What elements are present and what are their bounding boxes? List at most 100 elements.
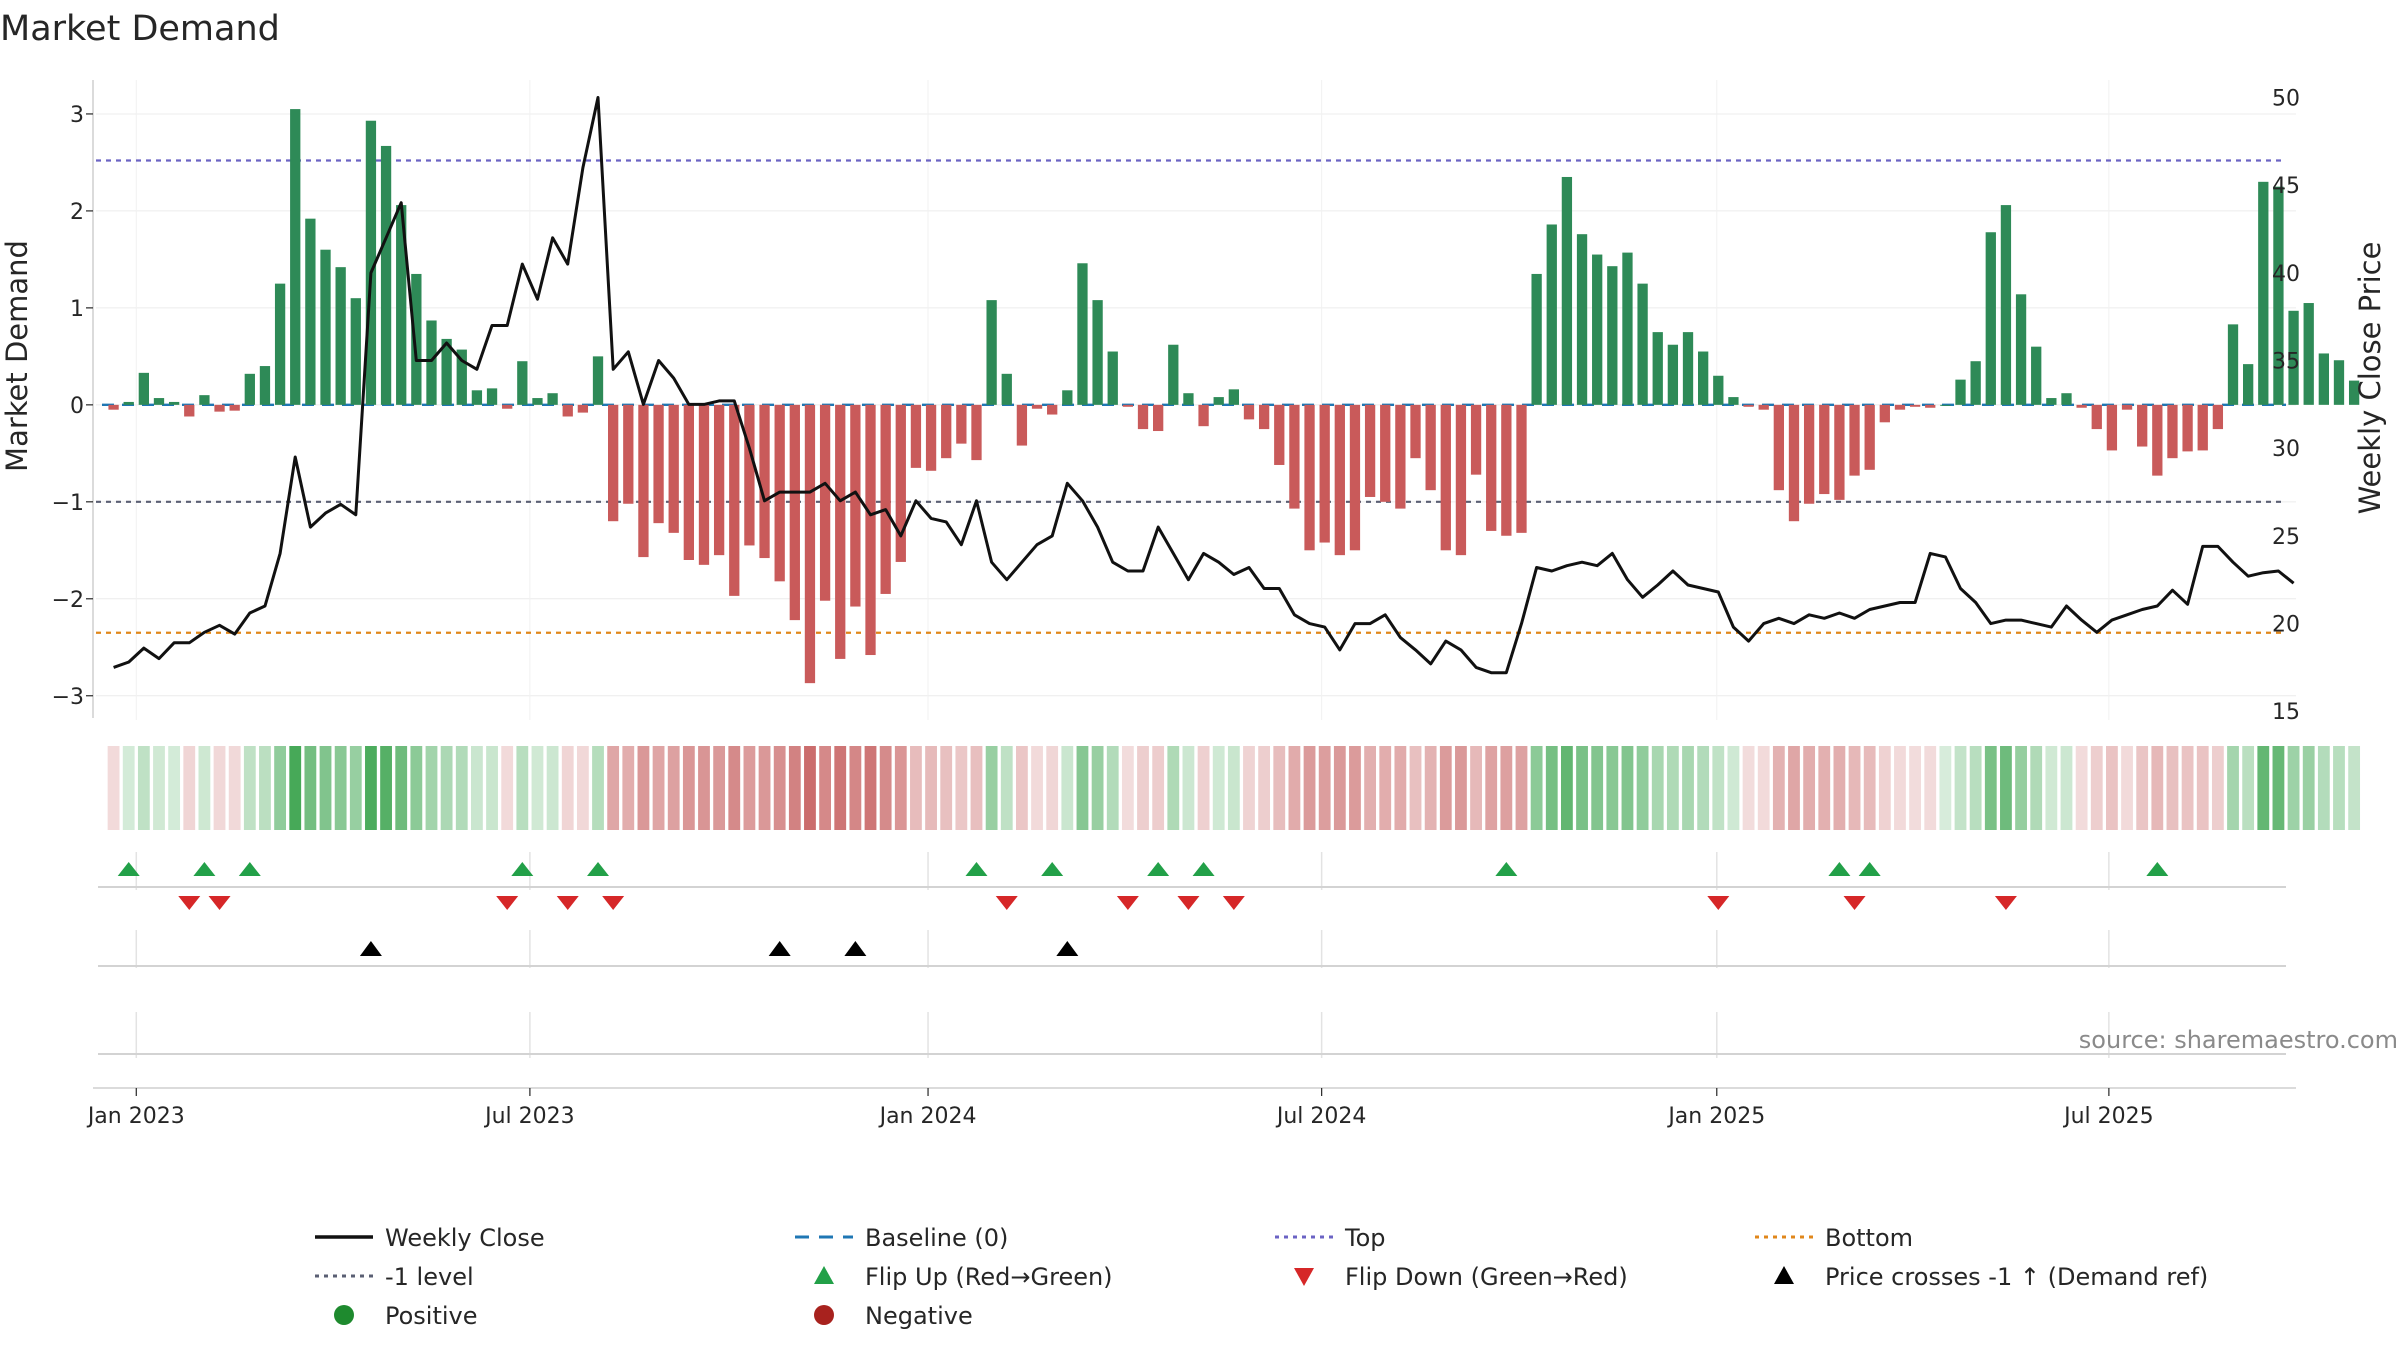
heat-cell [2166, 746, 2179, 830]
demand-bar [2243, 364, 2254, 405]
demand-bar [653, 404, 664, 524]
heat-cell [2242, 746, 2255, 830]
demand-bar [804, 404, 816, 684]
demand-bar [577, 404, 589, 413]
x-tick-label: Jan 2023 [86, 1104, 185, 1129]
chart-title: Market Demand [0, 9, 280, 49]
demand-bar [1516, 404, 1527, 533]
heat-cell [2045, 746, 2058, 830]
demand-bar [956, 404, 967, 444]
flip-up-marker [1147, 862, 1170, 876]
demand-heat-strip [107, 746, 2361, 830]
heat-cell [2227, 746, 2239, 830]
heat-cell [1742, 746, 1755, 830]
heat-cell [1954, 746, 1967, 830]
heat-cell [1167, 746, 1180, 830]
x-tick-label: Jul 2025 [2062, 1104, 2154, 1129]
heat-cell [985, 746, 998, 830]
demand-bar [1879, 404, 1890, 423]
legend-item: -1 level [315, 1263, 474, 1291]
legend-item: Flip Down (Green→Red) [1294, 1263, 1628, 1291]
legend-swatch-circle [814, 1305, 834, 1325]
legend-item: Negative [814, 1302, 973, 1330]
demand-bar [2106, 404, 2118, 451]
demand-bar [1304, 404, 1315, 551]
heat-cell [1636, 746, 1649, 830]
y2-tick-label: 35 [2272, 350, 2300, 375]
demand-bar [184, 404, 195, 417]
heat-cell [698, 746, 710, 830]
demand-bar [1001, 373, 1012, 405]
legend-item: Baseline (0) [795, 1224, 1008, 1252]
demand-bar [1576, 234, 1588, 405]
flip-markers [98, 862, 2286, 910]
demand-bar [335, 267, 346, 405]
heat-cell [1863, 746, 1876, 830]
heat-cell [1757, 746, 1770, 830]
demand-bar [426, 320, 437, 405]
heat-cell [2317, 746, 2330, 830]
heat-cell [1424, 746, 1437, 830]
legend-item: Flip Up (Red→Green) [814, 1263, 1113, 1291]
demand-bar [1728, 397, 1739, 405]
demand-bar [1077, 263, 1088, 405]
heat-cell [1288, 746, 1301, 830]
heat-cell [1031, 746, 1043, 830]
demand-bar [2167, 404, 2178, 459]
heat-cell [1712, 746, 1725, 830]
heat-cell [1500, 746, 1513, 830]
heat-cell [1682, 746, 1694, 830]
demand-bar [1622, 252, 1633, 405]
demand-bar [2182, 404, 2193, 452]
heat-cell [1212, 746, 1225, 830]
flip-down-marker [1222, 896, 1245, 910]
demand-bar [244, 373, 255, 405]
legend-label: Flip Up (Red→Green) [865, 1263, 1113, 1291]
demand-bar [1016, 404, 1028, 446]
demand-bar [456, 349, 467, 405]
heat-cell [274, 746, 287, 830]
y2-tick-label: 25 [2272, 525, 2300, 550]
legend-label: Top [1344, 1224, 1386, 1252]
y-tick-label: 0 [70, 394, 84, 419]
demand-bar [486, 388, 498, 405]
x-tick-label: Jan 2025 [1666, 1104, 1765, 1129]
heat-cell [1697, 746, 1710, 830]
demand-bar [547, 393, 558, 405]
demand-bar [1198, 404, 1209, 427]
heat-cell [289, 746, 302, 830]
demand-bar [1501, 404, 1512, 536]
demand-bar [1713, 375, 1724, 405]
demand-bar [2288, 310, 2299, 405]
heat-cell [153, 746, 165, 830]
heat-cell [1591, 746, 1604, 830]
heat-cell [2030, 746, 2043, 830]
price-cross-marker [768, 941, 791, 956]
demand-bar [2273, 186, 2284, 405]
demand-bar [1062, 390, 1073, 405]
demand-bar [2227, 324, 2239, 405]
demand-bar [759, 404, 770, 559]
demand-bar [2348, 380, 2360, 405]
heat-cell [1318, 746, 1331, 830]
heat-cell [819, 746, 832, 830]
heat-cell [2015, 746, 2027, 830]
weekly-close-line [113, 96, 2295, 675]
x-axis-ticks: Jan 2023 Jul 2023 Jan 2024 Jul 2024 Jan 2025… [86, 1087, 2296, 1129]
demand-bar [562, 404, 573, 417]
demand-bar [168, 401, 180, 405]
heat-cell [1243, 746, 1255, 830]
heat-cell [425, 746, 438, 830]
demand-bar [1970, 361, 1981, 405]
demand-bar [1652, 332, 1663, 405]
demand-bar [517, 361, 528, 405]
legend-label: Positive [385, 1302, 478, 1330]
x-tick-label: Jan 2024 [878, 1104, 977, 1129]
heat-cell [1788, 746, 1800, 830]
demand-bar [1486, 404, 1497, 531]
flip-down-marker [556, 896, 579, 910]
y-tick-label: 1 [70, 297, 84, 322]
demand-bar [2318, 353, 2329, 405]
heat-cell [2302, 746, 2315, 830]
